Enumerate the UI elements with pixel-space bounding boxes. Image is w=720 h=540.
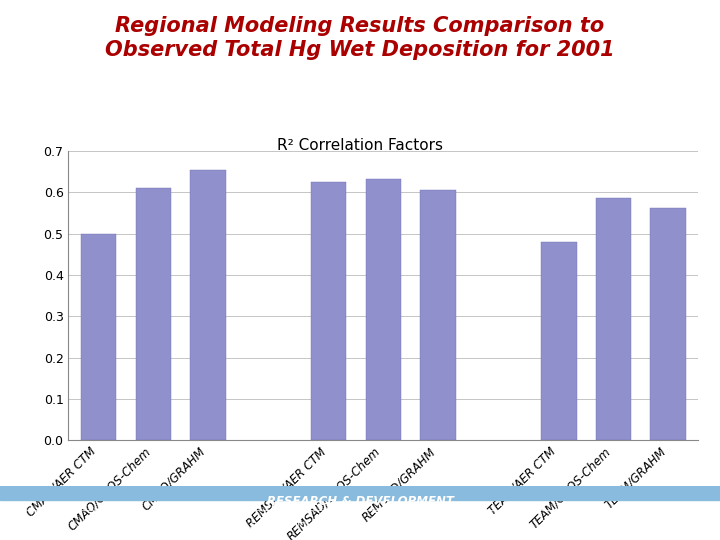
Bar [190, 170, 226, 440]
Bar [541, 242, 577, 440]
Bar [420, 190, 456, 440]
Text: Regional Modeling Results Comparison to
Observed Total Hg Wet Deposition for 200: Regional Modeling Results Comparison to … [105, 16, 615, 60]
Bar [650, 208, 686, 440]
Bar [595, 198, 631, 440]
Bar [0, 486, 720, 500]
Text: R² Correlation Factors: R² Correlation Factors [277, 138, 443, 153]
Text: Building a scientific foundation for sound environmental decisions: Building a scientific foundation for sou… [199, 520, 521, 530]
Bar [81, 234, 117, 440]
Bar [366, 179, 401, 440]
Bar [135, 188, 171, 440]
Bar [311, 182, 346, 440]
Text: RESEARCH & DEVELOPMENT: RESEARCH & DEVELOPMENT [266, 495, 454, 508]
